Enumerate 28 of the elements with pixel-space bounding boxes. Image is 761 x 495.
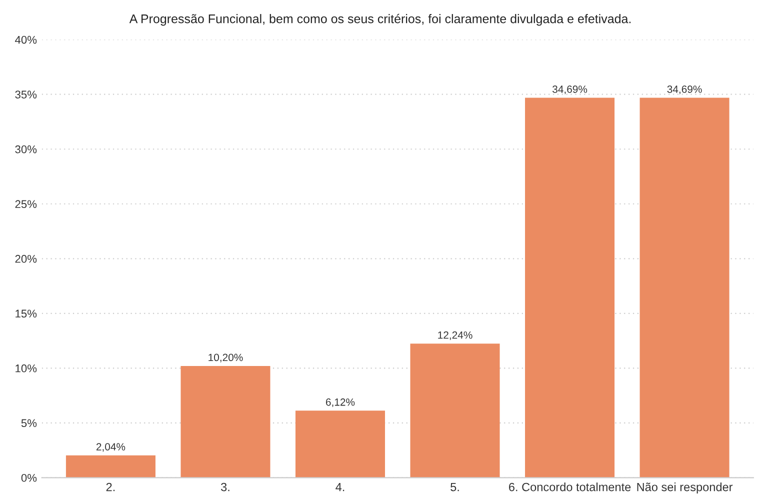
bar xyxy=(410,344,500,478)
y-tick-label: 20% xyxy=(15,254,37,263)
y-tick-label: 40% xyxy=(15,36,37,44)
y-tick-label: 5% xyxy=(21,419,37,428)
data-label: 12,24% xyxy=(438,331,472,340)
bar xyxy=(66,455,156,478)
y-tick-label: 0% xyxy=(21,474,37,482)
x-tick-label: 5. xyxy=(450,482,459,492)
y-tick-label: 30% xyxy=(15,145,37,154)
x-tick-label: 3. xyxy=(221,482,230,492)
chart-title: A Progressão Funcional, bem como os seus critérios, foi claramente divulgada e efetivada. xyxy=(129,14,631,26)
data-label: 34,69% xyxy=(667,86,702,94)
bar xyxy=(640,98,730,478)
x-tick-label: 6. Concordo totalmente xyxy=(509,482,631,492)
data-label: 6,12% xyxy=(326,398,355,408)
data-label: 34,69% xyxy=(552,86,588,94)
data-label: 2,04% xyxy=(96,443,126,452)
bar xyxy=(180,366,270,478)
y-tick-label: 15% xyxy=(16,310,37,318)
y-tick-label: 25% xyxy=(15,200,37,208)
data-label: 10,20% xyxy=(208,354,243,362)
x-tick-label: Não sei responder xyxy=(637,482,733,494)
bar xyxy=(295,410,385,478)
x-tick-label: 2. xyxy=(106,482,115,492)
y-tick-label: 35% xyxy=(15,90,37,98)
x-tick-label: 4. xyxy=(336,482,344,492)
bar xyxy=(525,98,615,478)
y-tick-label: 10% xyxy=(16,364,37,372)
